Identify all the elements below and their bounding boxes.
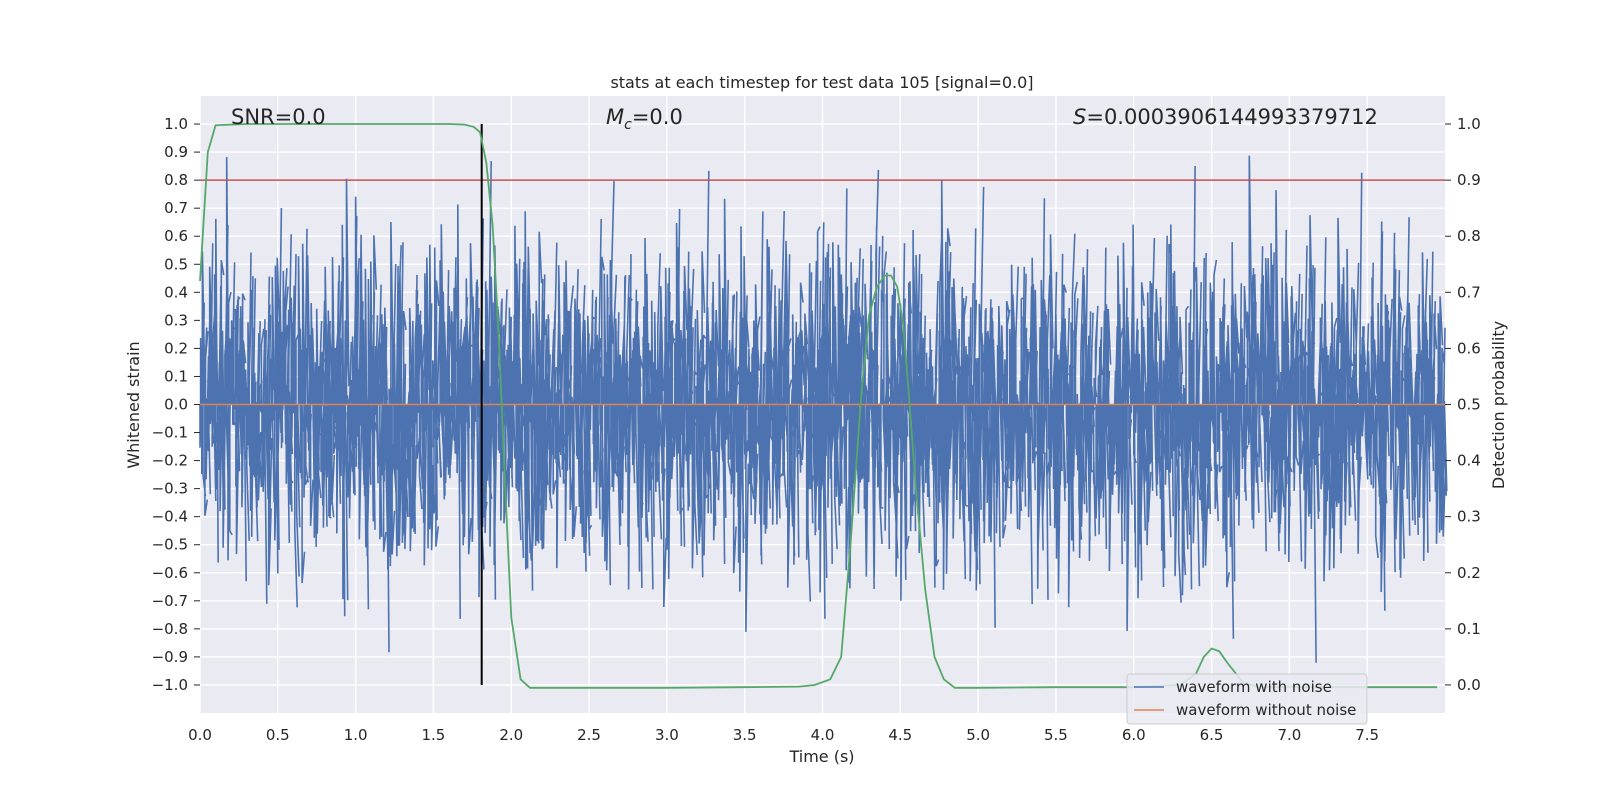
y-tick-label: 0.4 — [164, 283, 188, 301]
y-tick-label: 1.0 — [164, 115, 188, 133]
chirp-mass-symbol: M — [606, 105, 624, 129]
x-tick-label: 2.5 — [577, 726, 601, 744]
y-tick-label: 0.2 — [164, 339, 188, 357]
right-tick-label: 0.2 — [1457, 564, 1481, 582]
right-tick-label: 0.6 — [1457, 339, 1481, 357]
y-tick-label: 0.8 — [164, 171, 188, 189]
y-axis-ticks: 1.0 0.9 0.8 0.7 0.6 0.5 0.4 0.3 0.2 0.1 0.0 −0.1 −0.… — [152, 115, 200, 694]
right-tick-label: 0.8 — [1457, 227, 1481, 245]
legend-label-noise: waveform with noise — [1176, 678, 1332, 696]
chirp-mass-subscript: c — [624, 117, 632, 133]
y-tick-label: −0.9 — [152, 648, 188, 666]
y-tick-label: −0.4 — [152, 508, 188, 526]
x-tick-label: 6.5 — [1200, 726, 1224, 744]
y-tick-label: −0.8 — [152, 620, 188, 638]
y-tick-label: 0.5 — [164, 255, 188, 273]
snr-annotation: SNR=0.0 — [231, 105, 326, 129]
s-symbol: S — [1073, 105, 1086, 129]
s-value: =0.0003906144993379712 — [1086, 105, 1378, 129]
right-tick-label: 0.7 — [1457, 283, 1481, 301]
chirp-mass-annotation: Mc=0.0 — [606, 105, 683, 133]
y-tick-label: 0.0 — [164, 396, 188, 414]
x-tick-label: 0.0 — [188, 726, 212, 744]
y-tick-label: −0.7 — [152, 592, 188, 610]
y-tick-label: 0.7 — [164, 199, 188, 217]
right-axis-ticks: 1.0 0.9 0.8 0.7 0.6 0.5 0.4 0.3 0.2 0.1 0.0 — [1445, 115, 1481, 694]
legend-box — [1126, 673, 1368, 725]
x-tick-label: 3.0 — [655, 726, 679, 744]
y-tick-label: −0.6 — [152, 564, 188, 582]
right-tick-label: 0.4 — [1457, 452, 1481, 470]
y-tick-label: −1.0 — [152, 676, 188, 694]
x-tick-label: 6.0 — [1122, 726, 1146, 744]
x-tick-label: 0.5 — [266, 726, 290, 744]
y-tick-label: 0.1 — [164, 367, 188, 385]
right-axis-label: Detection probability — [1489, 321, 1508, 489]
y-axis-label: Whitened strain — [124, 341, 143, 468]
x-tick-label: 3.5 — [733, 726, 757, 744]
right-tick-label: 0.1 — [1457, 620, 1481, 638]
y-tick-label: 0.3 — [164, 311, 188, 329]
right-tick-label: 0.3 — [1457, 508, 1481, 526]
y-tick-label: 0.6 — [164, 227, 188, 245]
x-tick-label: 1.0 — [344, 726, 368, 744]
x-tick-label: 7.5 — [1355, 726, 1379, 744]
x-tick-label: 4.0 — [811, 726, 835, 744]
x-axis-label: Time (s) — [788, 747, 854, 766]
detection-probability-line — [199, 123, 1438, 689]
chirp-mass-value: =0.0 — [632, 105, 683, 129]
x-tick-label: 4.5 — [888, 726, 912, 744]
x-tick-label: 5.0 — [966, 726, 990, 744]
right-tick-label: 0.9 — [1457, 171, 1481, 189]
s-annotation: S=0.0003906144993379712 — [1073, 105, 1378, 129]
x-tick-label: 1.5 — [422, 726, 446, 744]
x-tick-label: 2.0 — [499, 726, 523, 744]
x-tick-label: 5.5 — [1044, 726, 1068, 744]
legend-label-clean: waveform without noise — [1176, 701, 1356, 719]
right-tick-label: 0.5 — [1457, 396, 1481, 414]
y-tick-label: −0.3 — [152, 480, 188, 498]
y-tick-label: −0.2 — [152, 452, 188, 470]
y-tick-label: −0.1 — [152, 424, 188, 442]
x-tick-label: 7.0 — [1277, 726, 1301, 744]
legend: waveform with noise waveform without noi… — [1126, 673, 1368, 725]
y-tick-label: 0.9 — [164, 143, 188, 161]
right-tick-label: 0.0 — [1457, 676, 1481, 694]
chart-title: stats at each timestep for test data 105… — [610, 73, 1033, 92]
right-tick-label: 1.0 — [1457, 115, 1481, 133]
y-tick-label: −0.5 — [152, 536, 188, 554]
x-axis-ticks: 0.0 0.5 1.0 1.5 2.0 2.5 3.0 3.5 4.0 4.5 5.0 5.5 6.0 6… — [188, 726, 1379, 744]
